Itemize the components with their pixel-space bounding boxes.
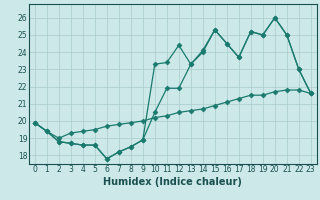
X-axis label: Humidex (Indice chaleur): Humidex (Indice chaleur) [103,177,242,187]
